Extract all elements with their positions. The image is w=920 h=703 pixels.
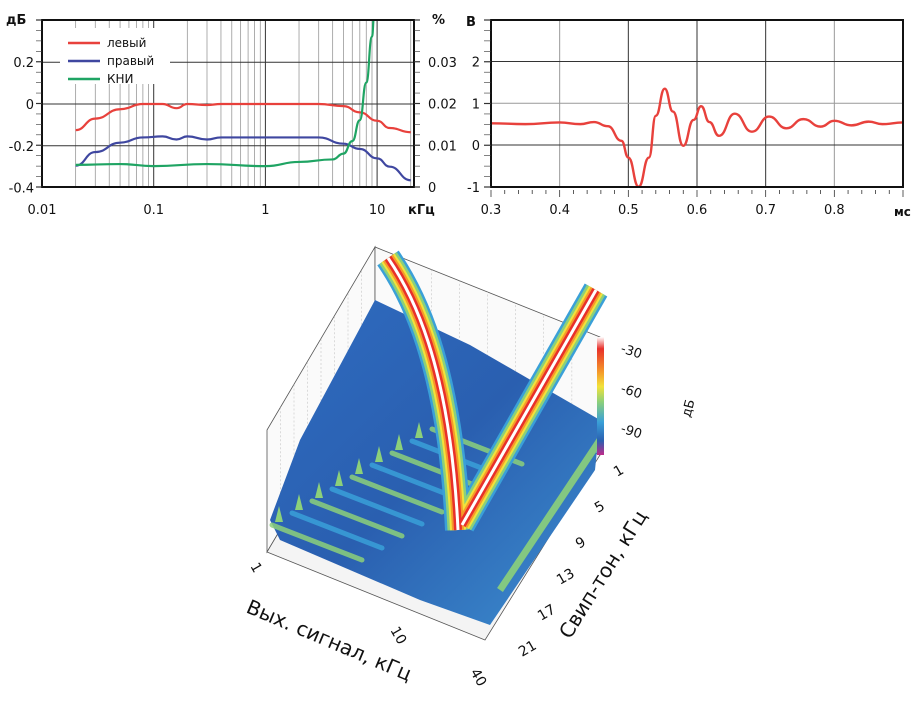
legend-label: левый [107, 36, 146, 50]
y2-tick-label: 0.02 [428, 98, 457, 113]
secondary-ridge [497, 438, 603, 592]
impulse-response-chart: 2 1 0 -10.3 0.4 0.5 0.6 0.7 0.8 В мс [466, 15, 911, 219]
y-tick-label: -0.2 [9, 140, 34, 155]
fundamental-ridge [386, 257, 460, 531]
x-tick-label: 0.3 [481, 203, 502, 218]
series-line-2 [75, 20, 375, 168]
y-axis-label: В [466, 15, 476, 30]
harmonic-ridge [349, 474, 445, 515]
colorbar [597, 337, 604, 455]
y-axis-label: дБ [6, 13, 26, 28]
series-line-0 [491, 87, 903, 187]
y-tick-label: 1 [611, 462, 627, 480]
grid [491, 20, 903, 187]
y-tick-label: 17 [535, 602, 558, 625]
z-tick-label: -30 [619, 342, 644, 363]
x-axis-label: мс [894, 205, 911, 219]
harmonic-peak [295, 494, 303, 510]
surface-ridges [269, 250, 608, 592]
harmonic-ridge [329, 486, 425, 527]
harmonic-peak [375, 446, 383, 462]
y-tick-label: 13 [554, 566, 577, 589]
harmonic-peak [395, 434, 403, 450]
series-line-1 [75, 135, 411, 182]
y2-tick-label: 0.01 [428, 139, 457, 154]
x-tick-label: 0.5 [618, 203, 639, 218]
legend-label: КНИ [107, 72, 134, 86]
y-tick-label: 0.2 [13, 56, 34, 71]
x-tick-label: 0.1 [143, 203, 164, 218]
y-tick-label: -1 [467, 181, 480, 196]
x-tick-label: 0.4 [549, 203, 570, 218]
frequency-response-chart: 0.2 0 -0.2 -0.4 0.03 0.02 0.01 0 0.01 0.1 1 10 левы… [6, 13, 457, 218]
y-tick-label: 1 [472, 97, 480, 112]
z-tick-label: -60 [619, 382, 644, 403]
y-tick-label: 0 [472, 139, 480, 154]
x-tick-label: 10 [369, 203, 386, 218]
harmonic-ridge [269, 522, 365, 563]
series-line-0 [75, 102, 411, 134]
harmonic-peak [275, 506, 283, 522]
harmonic-peak [415, 422, 423, 438]
alias-ridge [460, 289, 598, 526]
x-tick-label: 1 [261, 203, 269, 218]
y-tick-label: 21 [516, 638, 539, 661]
x-tick-label: 40 [467, 666, 490, 689]
y-tick-label: 9 [573, 534, 589, 552]
harmonic-peak [355, 458, 363, 474]
x-tick-label: 0.8 [824, 203, 845, 218]
y-tick-label: 5 [592, 498, 608, 516]
z-axis-label: дБ [679, 398, 698, 419]
y-tick-label: -0.4 [9, 182, 34, 197]
y2-axis-label: % [432, 13, 445, 28]
y-tick-label: 2 [472, 56, 480, 71]
z-tick-label: -90 [619, 422, 644, 443]
x-axis-label: кГц [408, 203, 435, 218]
x-tick-label: 0.01 [28, 203, 57, 218]
x-tick-label: 0.7 [755, 203, 776, 218]
x-tick-label: 10 [387, 624, 410, 647]
harmonic-peak [315, 482, 323, 498]
harmonic-peak [335, 470, 343, 486]
x-axis-label: Вых. сигнал, кГц [243, 595, 416, 686]
legend-background [60, 28, 170, 84]
y2-tick-label: 0.03 [428, 56, 457, 71]
legend-label: правый [107, 54, 154, 68]
y2-tick-label: 0 [428, 181, 436, 196]
harmonic-ridge [309, 498, 405, 539]
x-tick-label: 0.6 [687, 203, 708, 218]
y-tick-label: 0 [26, 98, 34, 113]
harmonic-ridge [289, 510, 385, 551]
surface-base [270, 300, 600, 625]
legend: левый правый КНИ [68, 36, 154, 86]
x-tick-label: 1 [247, 560, 265, 576]
